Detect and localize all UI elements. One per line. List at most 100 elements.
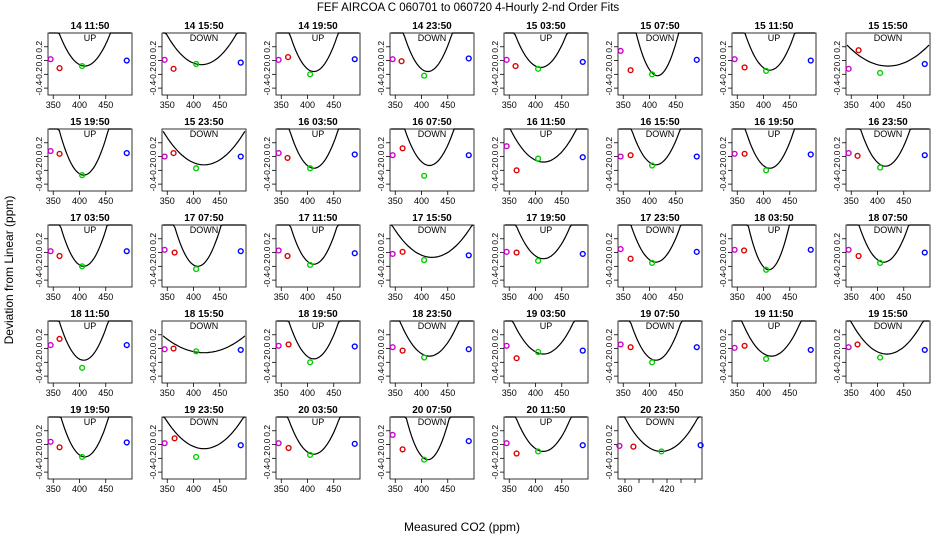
data-point (617, 47, 624, 55)
fit-curve (162, 335, 246, 354)
data-point (284, 54, 292, 61)
y-tick-label: -0.4 (34, 81, 44, 96)
data-point (845, 65, 852, 72)
x-tick-label: 450 (554, 292, 569, 302)
panel-frame (275, 128, 361, 192)
x-tick-label: 350 (46, 292, 61, 302)
fit-curve (505, 416, 587, 452)
data-point (741, 342, 748, 349)
y-tick-label: 0.0 (490, 54, 500, 66)
data-point (389, 56, 396, 63)
data-point (421, 354, 428, 361)
y-tick-label: 0.2 (604, 41, 614, 53)
panel-title: 14 15:50 (184, 21, 224, 32)
panel-frame (389, 32, 475, 96)
y-tick-label: 0.2 (718, 137, 728, 149)
data-point (731, 246, 738, 253)
y-tick-label: 0.2 (490, 41, 500, 53)
data-point (399, 347, 406, 354)
y-tick-label: 0.2 (604, 137, 614, 149)
y-tick-label: 0.0 (262, 150, 272, 162)
y-tick-label: 0.0 (718, 246, 728, 258)
x-tick-label: 450 (782, 196, 797, 206)
y-tick-label: -0.4 (604, 369, 614, 384)
fit-curve (847, 128, 929, 167)
x-tick-label: 400 (414, 484, 429, 494)
y-tick-label: 0.2 (148, 137, 158, 149)
fit-curve (163, 224, 245, 267)
x-tick-label: 450 (782, 388, 797, 398)
data-point (56, 65, 63, 72)
panel-title: 16 23:50 (868, 117, 908, 128)
x-tick-label: 450 (212, 196, 227, 206)
data-point (535, 65, 542, 72)
y-tick-label: -0.4 (718, 273, 728, 288)
x-tick-label: 450 (440, 484, 455, 494)
panel-title: 14 11:50 (71, 21, 110, 32)
panel-title: 17 19:50 (526, 213, 566, 224)
x-tick-label: 450 (554, 100, 569, 110)
y-tick-label: 0.2 (262, 329, 272, 341)
fit-curve (163, 32, 245, 66)
data-point (535, 155, 542, 162)
data-point (285, 341, 292, 348)
y-tick-label: 0.0 (490, 438, 500, 450)
data-point (763, 266, 770, 273)
y-tick-label: -0.4 (832, 177, 842, 192)
y-tick-label: 0.0 (148, 246, 158, 258)
y-tick-label: -0.2 (34, 451, 44, 466)
panel-direction: UP (84, 225, 97, 235)
y-tick-label: -0.4 (34, 177, 44, 192)
panel-frame (47, 128, 133, 192)
x-tick-label: 350 (616, 196, 631, 206)
x-tick-label: 400 (300, 196, 315, 206)
x-tick-label: 450 (440, 100, 455, 110)
x-tick-label: 450 (440, 388, 455, 398)
data-point (171, 249, 178, 256)
data-point (47, 342, 54, 349)
x-tick-label: 400 (186, 100, 201, 110)
y-tick-label: -0.4 (376, 369, 386, 384)
data-point (731, 56, 738, 63)
panel-direction: DOWN (190, 33, 219, 43)
data-point (763, 167, 770, 174)
data-point (398, 58, 405, 65)
data-point (649, 359, 656, 366)
y-tick-label: -0.2 (832, 67, 842, 82)
data-point (47, 438, 54, 445)
y-tick-label: -0.4 (376, 273, 386, 288)
y-tick-label: -0.4 (604, 177, 614, 192)
y-tick-label: 0.2 (148, 329, 158, 341)
panel-title: 19 11:50 (755, 309, 794, 320)
x-tick-label: 450 (326, 196, 341, 206)
data-point (855, 252, 862, 260)
panel-title: 18 07:50 (868, 213, 908, 224)
y-tick-label: 0.2 (34, 329, 44, 341)
x-tick-label: 400 (300, 484, 315, 494)
y-tick-label: -0.2 (490, 259, 500, 274)
y-tick-label: -0.4 (376, 81, 386, 96)
x-tick-label: 350 (388, 196, 403, 206)
data-point (627, 255, 634, 262)
data-point (877, 69, 884, 77)
y-tick-label: 0.0 (262, 54, 272, 66)
fit-curve (49, 224, 131, 267)
data-point (275, 56, 282, 63)
data-point (170, 345, 177, 352)
y-tick-label: -0.2 (34, 259, 44, 274)
y-tick-label: 0.2 (718, 233, 728, 245)
data-point (47, 147, 54, 155)
y-tick-label: -0.2 (34, 67, 44, 82)
data-point (307, 165, 314, 172)
x-tick-label: 350 (502, 100, 517, 110)
panel-direction: UP (540, 417, 553, 427)
data-point (855, 47, 862, 54)
y-tick-label: 0.0 (604, 438, 614, 450)
x-tick-label: 350 (730, 388, 745, 398)
data-point (649, 71, 656, 78)
